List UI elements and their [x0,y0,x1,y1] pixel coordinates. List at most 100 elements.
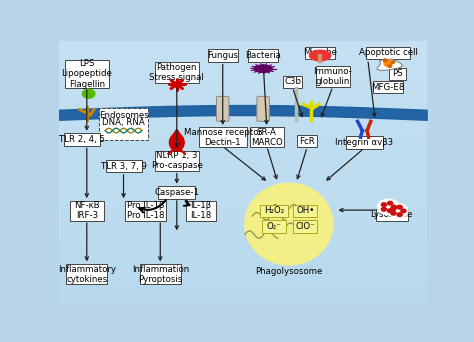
Bar [59,165,427,168]
Circle shape [383,59,387,62]
Bar [59,273,427,275]
Bar [59,60,427,62]
Circle shape [377,199,400,215]
FancyBboxPatch shape [158,186,195,199]
Bar [59,139,427,141]
Bar [59,128,427,131]
Circle shape [382,203,386,207]
Bar [59,117,427,120]
Bar [59,278,427,281]
Circle shape [392,205,396,209]
FancyBboxPatch shape [305,47,335,59]
FancyBboxPatch shape [297,135,317,147]
Bar [59,175,427,178]
Bar [59,260,427,262]
Bar [59,247,427,249]
Polygon shape [168,148,175,154]
Bar [59,270,427,273]
Bar [59,228,427,231]
Text: Inflammatory
cytokines: Inflammatory cytokines [58,265,116,284]
Bar [59,162,427,165]
Bar [59,299,427,302]
Bar [59,49,427,52]
Text: OH•: OH• [296,206,315,215]
Bar [59,112,427,115]
Text: Integrin αvβ3: Integrin αvβ3 [335,138,393,147]
Bar [59,212,427,215]
FancyBboxPatch shape [260,205,289,217]
Bar [59,81,427,83]
FancyBboxPatch shape [100,108,147,140]
Bar [59,115,427,117]
Bar [59,302,427,304]
Text: TLR 3, 7, 9: TLR 3, 7, 9 [100,162,146,171]
FancyBboxPatch shape [217,96,229,121]
Bar [59,297,427,299]
Text: Phagolysosome: Phagolysosome [255,267,322,276]
FancyBboxPatch shape [389,68,406,80]
Bar [59,120,427,123]
Bar [59,146,427,149]
Text: H₂O₂: H₂O₂ [264,206,284,215]
Bar [59,65,427,67]
Bar [59,159,427,162]
Bar [59,152,427,154]
Bar [59,89,427,91]
Bar [59,181,427,183]
Bar [59,83,427,86]
FancyBboxPatch shape [66,264,107,284]
Text: MFG-E8: MFG-E8 [371,83,405,92]
Bar [59,225,427,228]
Bar [59,186,427,188]
Bar [59,136,427,139]
Bar [59,170,427,173]
Text: Immuno-
globulin: Immuno- globulin [313,67,352,86]
FancyBboxPatch shape [70,201,103,221]
Text: LPS
Lipopeptide
Flagellin: LPS Lipopeptide Flagellin [61,60,112,89]
Circle shape [173,82,181,87]
Circle shape [391,61,395,63]
Bar [59,231,427,233]
Bar [59,99,427,102]
FancyBboxPatch shape [186,201,216,221]
FancyBboxPatch shape [373,81,403,93]
Circle shape [397,205,402,209]
Bar [59,241,427,244]
Bar [59,249,427,252]
Text: Fungus: Fungus [207,51,238,60]
Circle shape [384,61,392,66]
Bar [59,218,427,220]
Ellipse shape [254,65,273,73]
FancyBboxPatch shape [208,49,237,62]
Bar [59,62,427,65]
Bar [59,254,427,257]
FancyBboxPatch shape [106,160,142,172]
Text: IL-1β
IL-18: IL-1β IL-18 [190,201,211,221]
Circle shape [391,211,396,215]
Bar [59,294,427,297]
Text: C3b: C3b [284,77,301,87]
FancyBboxPatch shape [346,136,383,149]
Ellipse shape [245,183,333,265]
Bar [59,289,427,291]
Bar [59,202,427,204]
Bar [59,183,427,186]
Text: TLR 2, 4, 5: TLR 2, 4, 5 [59,135,105,144]
Bar [59,204,427,207]
Bar [59,199,427,202]
Bar [59,54,427,57]
Text: Microbe: Microbe [303,48,337,57]
Bar [59,196,427,199]
Text: NF-κB
IRF-3: NF-κB IRF-3 [74,201,100,221]
Bar [59,78,427,81]
Ellipse shape [170,134,184,151]
Bar [59,133,427,136]
FancyBboxPatch shape [125,201,166,221]
Bar [59,283,427,286]
Bar [59,244,427,247]
Bar [59,194,427,196]
Bar [59,67,427,70]
Bar [59,131,427,133]
Circle shape [391,207,396,210]
Bar [59,44,427,46]
